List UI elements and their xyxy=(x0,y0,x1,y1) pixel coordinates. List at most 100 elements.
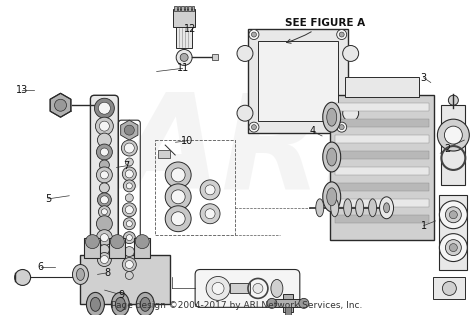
Bar xyxy=(191,6,194,11)
Bar xyxy=(272,299,304,307)
Circle shape xyxy=(339,125,344,130)
Circle shape xyxy=(98,252,111,266)
Ellipse shape xyxy=(137,292,154,316)
Circle shape xyxy=(446,240,461,256)
Circle shape xyxy=(100,148,109,156)
Circle shape xyxy=(448,95,458,105)
Bar xyxy=(155,140,235,235)
Circle shape xyxy=(124,125,134,135)
Text: 4: 4 xyxy=(310,126,316,136)
Bar xyxy=(185,6,187,11)
Circle shape xyxy=(123,232,135,244)
Circle shape xyxy=(252,125,256,130)
Bar xyxy=(335,103,429,111)
Circle shape xyxy=(100,234,109,242)
Circle shape xyxy=(100,245,109,255)
Bar xyxy=(158,150,170,158)
Bar xyxy=(335,135,429,143)
Bar xyxy=(84,238,100,258)
Text: 11: 11 xyxy=(176,63,189,73)
Ellipse shape xyxy=(271,279,283,297)
Text: 1: 1 xyxy=(420,221,427,231)
Ellipse shape xyxy=(344,199,352,217)
Circle shape xyxy=(200,180,220,200)
Circle shape xyxy=(438,119,469,151)
FancyBboxPatch shape xyxy=(195,270,300,307)
Ellipse shape xyxy=(380,197,393,219)
Circle shape xyxy=(100,196,109,204)
Circle shape xyxy=(100,160,109,170)
Circle shape xyxy=(99,206,110,218)
Circle shape xyxy=(125,206,133,214)
Circle shape xyxy=(165,162,191,188)
Circle shape xyxy=(449,211,457,219)
Circle shape xyxy=(122,167,137,181)
Circle shape xyxy=(55,99,66,111)
Text: 9: 9 xyxy=(118,290,124,300)
Circle shape xyxy=(165,206,191,232)
Text: SEE FIGURE A: SEE FIGURE A xyxy=(285,18,365,43)
Bar xyxy=(248,28,347,133)
Circle shape xyxy=(125,158,133,166)
Polygon shape xyxy=(121,120,138,140)
Circle shape xyxy=(339,32,344,37)
Bar xyxy=(335,215,429,223)
Text: 2: 2 xyxy=(444,143,450,154)
Ellipse shape xyxy=(140,297,150,311)
Circle shape xyxy=(206,276,230,301)
FancyBboxPatch shape xyxy=(91,95,118,279)
Circle shape xyxy=(127,221,132,227)
Ellipse shape xyxy=(76,269,84,281)
Circle shape xyxy=(171,212,185,226)
Bar xyxy=(173,9,195,27)
Circle shape xyxy=(252,32,256,37)
Circle shape xyxy=(124,246,134,257)
Circle shape xyxy=(337,122,346,132)
Bar xyxy=(330,95,434,240)
Circle shape xyxy=(249,30,259,40)
Circle shape xyxy=(125,261,133,269)
Polygon shape xyxy=(50,93,71,117)
Ellipse shape xyxy=(369,199,376,217)
Bar xyxy=(335,167,429,175)
Circle shape xyxy=(343,46,359,61)
Circle shape xyxy=(123,218,135,230)
Circle shape xyxy=(99,102,110,114)
Bar xyxy=(212,54,218,60)
Ellipse shape xyxy=(383,203,390,213)
Bar xyxy=(181,6,183,11)
Text: Page design ©2004-2017 by ARI Network Services, Inc.: Page design ©2004-2017 by ARI Network Se… xyxy=(111,301,363,310)
Circle shape xyxy=(85,235,100,249)
Ellipse shape xyxy=(316,199,324,217)
Text: 10: 10 xyxy=(181,136,193,146)
Circle shape xyxy=(125,170,133,178)
Bar xyxy=(285,307,291,316)
Bar xyxy=(174,6,177,11)
Ellipse shape xyxy=(91,297,100,311)
Ellipse shape xyxy=(267,298,277,308)
Circle shape xyxy=(123,180,135,192)
Circle shape xyxy=(100,121,109,131)
Circle shape xyxy=(121,140,137,156)
Circle shape xyxy=(15,270,31,285)
Bar xyxy=(81,255,170,304)
Bar xyxy=(134,238,150,258)
Circle shape xyxy=(96,144,112,160)
Bar xyxy=(345,77,419,97)
Circle shape xyxy=(165,184,191,210)
Text: ARI: ARI xyxy=(120,88,373,215)
Circle shape xyxy=(337,30,346,40)
Text: 12: 12 xyxy=(183,24,196,34)
Text: 5: 5 xyxy=(45,194,51,204)
Bar xyxy=(283,295,293,312)
Bar xyxy=(178,6,180,11)
Circle shape xyxy=(205,185,215,195)
Ellipse shape xyxy=(299,298,309,308)
Bar xyxy=(109,238,125,258)
Bar xyxy=(335,151,429,159)
Ellipse shape xyxy=(86,292,104,316)
Circle shape xyxy=(449,244,457,252)
Circle shape xyxy=(439,201,467,229)
Circle shape xyxy=(124,143,134,153)
Circle shape xyxy=(445,126,462,144)
